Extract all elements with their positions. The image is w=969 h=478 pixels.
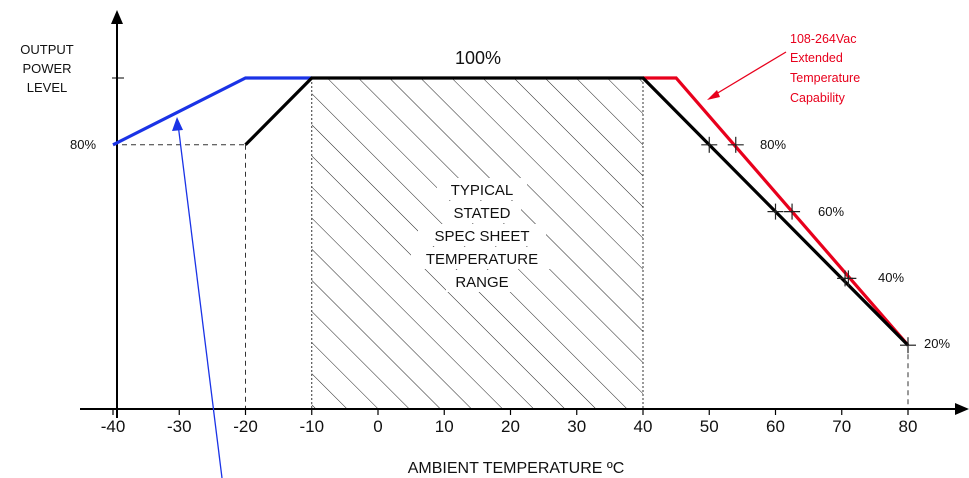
x-axis-label: AMBIENT TEMPERATURE ºC [408, 460, 625, 477]
x-tick-label-6: 20 [501, 417, 520, 436]
center-label-line-4: TEMPERATURE [426, 251, 538, 268]
x-tick-label-3: -10 [299, 417, 324, 436]
annotation-line-4: Capability [790, 91, 846, 105]
right-label-60: 60% [818, 204, 844, 219]
x-tick-label-8: 40 [634, 417, 653, 436]
y-label-80: 80% [70, 137, 96, 152]
annotation-arrow-shaft [710, 51, 787, 98]
right-label-80: 80% [760, 137, 786, 152]
center-label-line-5: RANGE [455, 274, 508, 291]
annotation-line-2: Extended [790, 51, 843, 65]
center-label-line-1: TYPICAL [451, 182, 514, 199]
y-axis-arrow [111, 10, 123, 24]
series-line-2 [643, 76, 910, 347]
x-tick-label-7: 30 [567, 417, 586, 436]
annotation-line-3: Temperature [790, 71, 860, 85]
right-label-40: 40% [878, 270, 904, 285]
marker-5 [840, 270, 857, 287]
x-tick-label-5: 10 [435, 417, 454, 436]
right-label-20: 20% [924, 336, 950, 351]
x-tick-label-2: -20 [233, 417, 258, 436]
marker-layer [701, 136, 916, 354]
x-tick-label-1: -30 [167, 417, 192, 436]
extended-temp-annotation: 108-264Vac Extended Temperature Capabili… [707, 32, 860, 105]
x-tick-label-0: -40 [101, 417, 126, 436]
y-axis-label-line-2: POWER [22, 61, 71, 76]
marker-2 [767, 203, 784, 220]
center-label-line-3: SPEC SHEET [434, 228, 529, 245]
label-100-percent: 100% [455, 48, 501, 68]
y-axis-label-line-1: OUTPUT [20, 42, 74, 57]
marker-1 [727, 136, 744, 153]
marker-6 [900, 337, 916, 354]
x-tick-label-11: 70 [832, 417, 851, 436]
blue-pointer-arrow [172, 117, 223, 478]
x-tick-label-10: 60 [766, 417, 785, 436]
center-label-line-2: STATED [454, 205, 511, 222]
x-axis-arrow [955, 403, 969, 415]
x-tick-labels: -40 -30 -20 -10 0 10 20 30 40 50 60 70 80 [101, 417, 918, 436]
y-axis-label-line-3: LEVEL [27, 80, 67, 95]
annotation-line-1: 108-264Vac [790, 32, 857, 46]
annotation-arrow-head [707, 90, 720, 100]
x-tick-label-9: 50 [700, 417, 719, 436]
marker-3 [784, 203, 801, 220]
x-tick-marks [112, 409, 909, 415]
marker-0 [701, 136, 718, 153]
x-tick-label-12: 80 [899, 417, 918, 436]
center-label: TYPICAL STATED SPEC SHEET TEMPERATURE RA… [411, 178, 553, 292]
series-line-1 [112, 76, 312, 147]
x-tick-label-4: 0 [373, 417, 382, 436]
